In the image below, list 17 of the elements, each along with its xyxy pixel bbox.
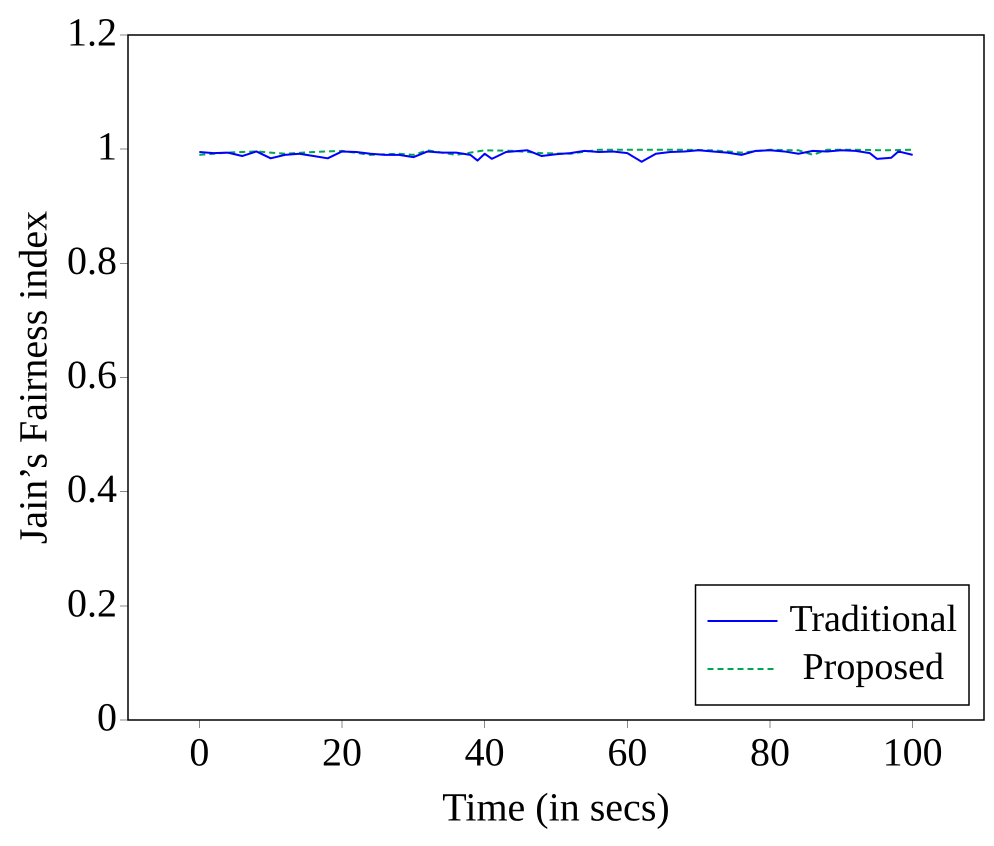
y-tick-label: 0.6 (67, 352, 117, 397)
y-tick-label: 0.4 (67, 466, 117, 512)
x-tick-label: 60 (607, 730, 648, 774)
y-tick-label: 1 (97, 124, 117, 169)
y-tick-label: 0.2 (67, 580, 117, 626)
legend-label: Proposed (802, 646, 944, 688)
y-axis-title: Jain’s Fairness index (10, 210, 56, 544)
x-tick-label: 0 (189, 730, 210, 774)
y-tick-label: 1.2 (67, 10, 117, 54)
y-tick-label: 0 (97, 694, 117, 740)
x-axis-title: Time (in secs) (442, 784, 670, 830)
x-tick-label: 40 (464, 730, 505, 774)
x-tick-label: 20 (322, 730, 362, 774)
legend-label: Traditional (790, 598, 958, 640)
x-tick-label: 80 (750, 730, 790, 774)
y-tick-label: 0.8 (67, 238, 117, 283)
x-tick-label: 100 (882, 730, 943, 774)
